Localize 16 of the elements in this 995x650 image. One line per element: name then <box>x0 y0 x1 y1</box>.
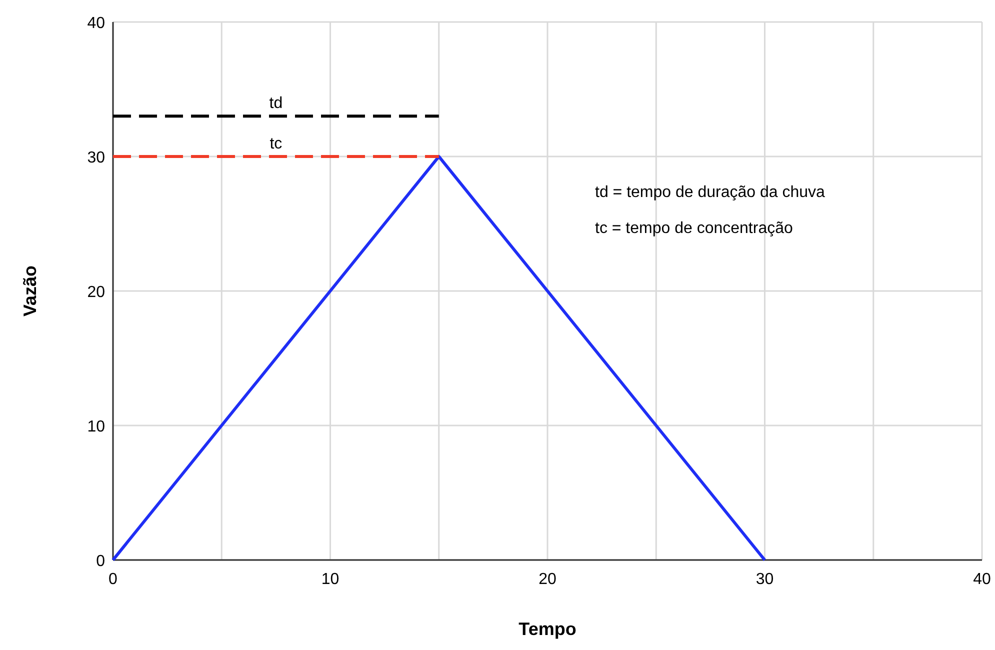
x-axis-title: Tempo <box>518 619 576 639</box>
y-axis-title: Vazão <box>20 265 40 317</box>
y-tick-label: 10 <box>87 418 106 436</box>
annotation: tc = tempo de concentração <box>595 220 793 237</box>
annotation: td = tempo de duração da chuva <box>595 184 826 201</box>
y-tick-label: 40 <box>87 15 106 32</box>
series-label: tc <box>270 136 282 152</box>
series-label: td <box>269 95 283 112</box>
x-tick-label: 0 <box>108 571 118 588</box>
y-tick-label: 30 <box>87 150 106 166</box>
x-tick-label: 30 <box>756 571 774 588</box>
x-tick-label: 20 <box>538 571 556 588</box>
y-tick-label: 20 <box>87 284 106 301</box>
x-tick-label: 10 <box>321 571 340 588</box>
y-tick-label: 0 <box>96 553 106 570</box>
x-tick-label: 40 <box>973 571 991 588</box>
